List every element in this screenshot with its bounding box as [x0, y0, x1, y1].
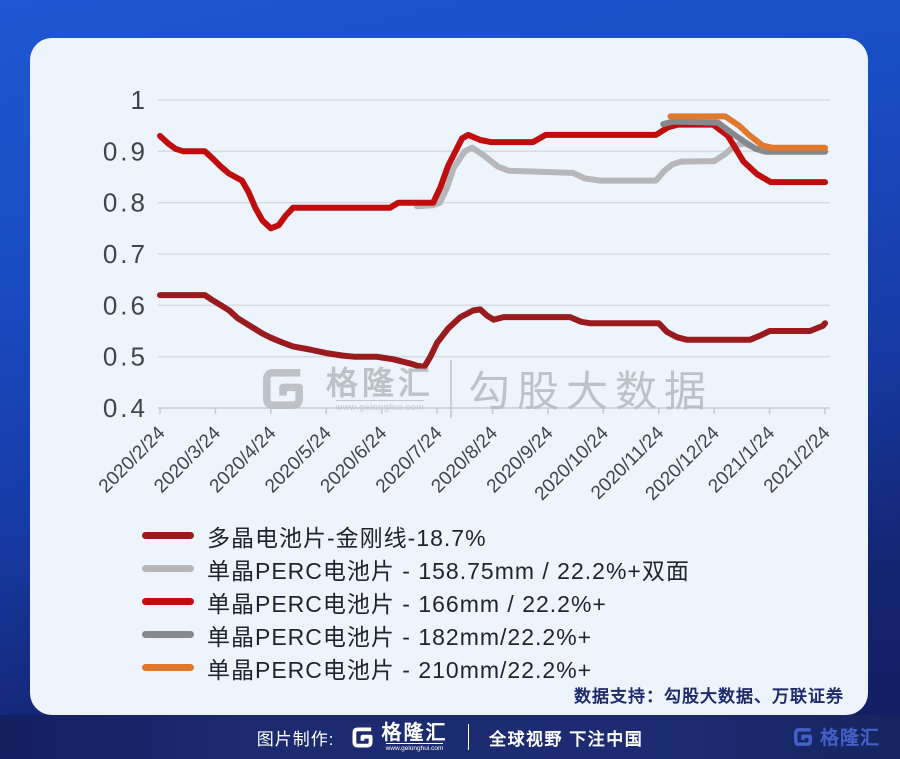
- legend-marker-3: [142, 631, 194, 638]
- legend-label-3: 单晶PERC电池片 - 182mm/22.2%+: [207, 623, 593, 650]
- footer-right-logo: 格隆汇: [791, 723, 880, 750]
- legend-row-4: 单晶PERC电池片 - 210mm/22.2%+: [142, 651, 690, 684]
- chart-card: 1 0.9 0.8 0.7 0.6 0.5 0.4 2020/2/24 2020/3/24 202…: [30, 38, 868, 715]
- watermark-big-text: 勾股大数据: [468, 368, 714, 415]
- y-axis-label-0.5: 0.5: [103, 342, 148, 372]
- data-source-note: 数据支持：勾股大数据、万联证券: [574, 687, 844, 706]
- legend-marker-0: [142, 532, 194, 539]
- watermark-logo-url: www.gelonghui.com: [335, 399, 425, 412]
- legend-marker-2: [142, 598, 194, 605]
- chart-legend: 多晶电池片-金刚线-18.7% 单晶PERC电池片 - 158.75mm / 22…: [142, 519, 690, 684]
- y-axis-label-0.7: 0.7: [103, 239, 148, 269]
- y-axis-label-1: 1: [131, 85, 148, 115]
- watermark-logo-text: 格隆汇 www.gelonghui.com: [326, 366, 434, 412]
- legend-row-1: 单晶PERC电池片 - 158.75mm / 22.2%+双面: [142, 552, 690, 585]
- series-line-0: [157, 292, 828, 370]
- legend-row-0: 多晶电池片-金刚线-18.7%: [142, 519, 690, 552]
- watermark-logo-name: 格隆汇: [326, 364, 435, 401]
- legend-marker-1: [142, 565, 194, 572]
- footer-divider: [467, 724, 469, 750]
- watermark-divider: [450, 359, 453, 418]
- gelonghui-logo-icon: [794, 727, 812, 746]
- footer-logo-text: 格隆汇 www.gelonghui.com: [382, 723, 448, 752]
- legend-label-4: 单晶PERC电池片 - 210mm/22.2%+: [207, 656, 593, 683]
- footer-right-logo-name: 格隆汇: [819, 728, 880, 749]
- series-line-2: [157, 121, 828, 232]
- footer-gelonghui-logo: 格隆汇 www.gelonghui.com: [349, 723, 448, 752]
- y-axis-label-0.9: 0.9: [103, 136, 148, 166]
- y-axis-label-0.4: 0.4: [103, 393, 148, 423]
- footer-logo-name: 格隆汇: [381, 721, 448, 744]
- footer-slogan: 全球视野 下注中国: [489, 729, 644, 749]
- gelonghui-logo-icon: [263, 368, 303, 409]
- legend-row-2: 单晶PERC电池片 - 166mm / 22.2%+: [142, 585, 690, 618]
- legend-row-3: 单晶PERC电池片 - 182mm/22.2%+: [142, 618, 690, 651]
- legend-label-0: 多晶电池片-金刚线-18.7%: [207, 524, 487, 551]
- gelonghui-logo-icon: [352, 727, 372, 747]
- legend-label-1: 单晶PERC电池片 - 158.75mm / 22.2%+双面: [207, 557, 690, 584]
- watermark: 格隆汇 www.gelonghui.com 勾股大数据: [256, 358, 713, 419]
- legend-label-2: 单晶PERC电池片 - 166mm / 22.2%+: [207, 590, 607, 617]
- series-line-4: [667, 113, 828, 151]
- footer-made-by-label: 图片制作:: [256, 729, 335, 749]
- series-line-3: [660, 118, 828, 155]
- y-axis-label-0.6: 0.6: [103, 290, 148, 320]
- y-axis-label-0.8: 0.8: [103, 188, 148, 218]
- footer-bar: 图片制作: 格隆汇 www.gelonghui.com 全球视野 下注中国: [0, 715, 900, 759]
- legend-marker-4: [142, 664, 194, 671]
- footer-logo-url: www.gelonghui.com: [385, 742, 444, 752]
